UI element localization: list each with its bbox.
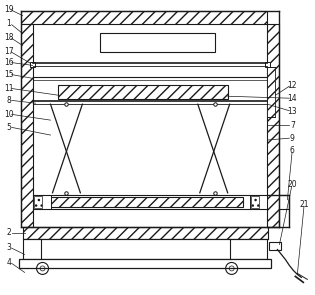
Text: 5: 5 — [6, 123, 11, 132]
Text: 7: 7 — [290, 121, 295, 130]
Bar — [36, 197, 243, 207]
Bar — [267, 67, 275, 117]
Bar — [100, 32, 215, 53]
Text: 3: 3 — [6, 243, 11, 252]
Text: 13: 13 — [288, 107, 297, 116]
Bar — [266, 63, 271, 67]
Bar — [269, 242, 281, 250]
Bar — [34, 196, 42, 208]
Bar — [250, 196, 259, 208]
Bar — [21, 11, 267, 24]
Text: 1: 1 — [6, 19, 11, 28]
Bar — [267, 24, 279, 227]
Bar — [32, 195, 50, 209]
Bar — [30, 63, 35, 67]
Bar — [23, 239, 267, 260]
Bar — [59, 85, 228, 99]
Bar — [279, 195, 289, 209]
Text: 6: 6 — [290, 147, 295, 155]
Text: 2: 2 — [6, 228, 11, 237]
Text: 20: 20 — [288, 180, 297, 189]
Text: 10: 10 — [4, 110, 14, 119]
Text: 15: 15 — [4, 70, 14, 79]
Bar — [23, 227, 268, 239]
Text: 21: 21 — [300, 200, 309, 209]
Text: 17: 17 — [4, 47, 14, 56]
Text: 11: 11 — [4, 84, 14, 93]
Text: 14: 14 — [288, 94, 297, 103]
Text: 16: 16 — [4, 58, 14, 67]
Bar — [21, 24, 32, 227]
Text: 9: 9 — [290, 134, 295, 142]
Bar — [249, 195, 267, 209]
Text: 19: 19 — [4, 5, 14, 14]
Bar — [19, 260, 272, 268]
Text: 8: 8 — [6, 96, 11, 105]
Text: 4: 4 — [6, 258, 11, 267]
Text: 12: 12 — [288, 81, 297, 90]
Text: 18: 18 — [4, 33, 14, 42]
